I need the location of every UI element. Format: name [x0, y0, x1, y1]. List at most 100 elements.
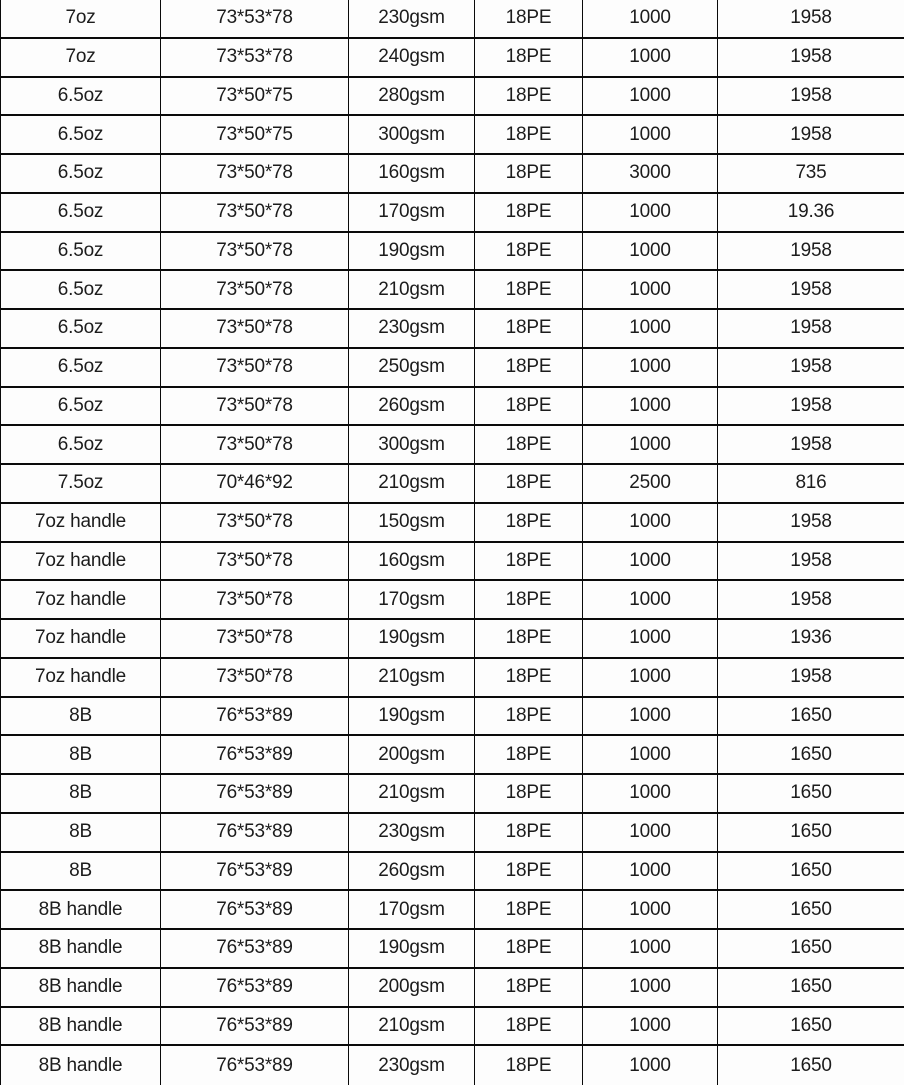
table-row: 7oz 73*53*78 240gsm 18PE 1000 1958 [1, 38, 904, 78]
table-cell: 2500 [583, 465, 718, 502]
table-row: 7oz handle 73*50*78 170gsm 18PE 1000 1958 [1, 581, 904, 620]
table-cell: 735 [795, 162, 827, 184]
table-cell: 170gsm [349, 891, 475, 928]
table-cell: 1650 [790, 937, 832, 959]
table-cell: 73*50*78 [161, 581, 349, 618]
table-cell: 18PE [475, 348, 583, 386]
table-row: 8B 76*53*89 190gsm 18PE 1000 1650 [1, 697, 904, 737]
table-cell: 240gsm [349, 38, 475, 76]
table-cell: 18PE [475, 77, 583, 115]
table-cell: 73*53*78 [161, 38, 349, 76]
table-cell: 73*50*78 [161, 193, 349, 231]
table-cell: 1000 [583, 310, 718, 347]
table-cell: 1650 [790, 704, 832, 726]
table-cell: 3000 [583, 155, 718, 192]
table-row: 6.5oz 73*50*75 300gsm 18PE 1000 1958 [1, 116, 904, 155]
table-cell: 1000 [583, 736, 718, 773]
table-cell: 1958 [790, 433, 832, 455]
table-cell: 190gsm [349, 930, 475, 967]
table-cell: 230gsm [349, 0, 475, 37]
table-cell: 73*50*78 [161, 155, 349, 192]
table-cell: 1000 [583, 1046, 718, 1085]
table-cell: 18PE [475, 581, 583, 618]
table-cell: 1000 [583, 193, 718, 231]
table-cell: 18PE [475, 852, 583, 890]
table-cell: 1000 [583, 542, 718, 580]
table-row: 7oz 73*53*78 230gsm 18PE 1000 1958 [1, 0, 904, 39]
table-cell: 8B [1, 852, 161, 890]
table-cell: 76*53*89 [161, 930, 349, 967]
table-cell: 18PE [475, 658, 583, 696]
table-cell: 1958 [790, 588, 832, 610]
table-cell: 1650 [790, 1054, 832, 1076]
table-row: 7oz handle 73*50*78 210gsm 18PE 1000 1958 [1, 658, 904, 698]
table-row: 6.5oz 73*50*78 210gsm 18PE 1000 1958 [1, 271, 904, 310]
table-row: 8B handle 76*53*89 190gsm 18PE 1000 1650 [1, 930, 904, 969]
table-row: 8B 76*53*89 200gsm 18PE 1000 1650 [1, 736, 904, 775]
table-cell: 8B [1, 697, 161, 735]
table-cell: 1958 [790, 239, 832, 261]
table-cell: 6.5oz [1, 232, 161, 270]
table-cell: 1650 [790, 821, 832, 843]
table-cell: 200gsm [349, 968, 475, 1006]
table-cell: 18PE [475, 542, 583, 580]
table-cell: 6.5oz [1, 193, 161, 231]
table-cell: 18PE [475, 310, 583, 347]
table-cell: 160gsm [349, 155, 475, 192]
table-cell: 76*53*89 [161, 697, 349, 735]
table-cell: 76*53*89 [161, 775, 349, 812]
table-cell: 1958 [790, 46, 832, 68]
table-row: 8B 76*53*89 210gsm 18PE 1000 1650 [1, 775, 904, 814]
table-cell: 18PE [475, 0, 583, 37]
table-cell: 8B [1, 813, 161, 851]
table-cell: 18PE [475, 736, 583, 773]
table-cell: 18PE [475, 426, 583, 463]
table-row: 8B handle 76*53*89 210gsm 18PE 1000 1650 [1, 1007, 904, 1047]
table-cell: 8B handle [1, 1046, 161, 1085]
table-cell: 1000 [583, 1007, 718, 1045]
table-cell: 210gsm [349, 658, 475, 696]
table-cell: 6.5oz [1, 310, 161, 347]
table-cell: 280gsm [349, 77, 475, 115]
table-cell: 6.5oz [1, 155, 161, 192]
table-cell: 6.5oz [1, 77, 161, 115]
table-cell: 1958 [790, 123, 832, 145]
table-cell: 1958 [790, 7, 832, 29]
table-cell: 250gsm [349, 348, 475, 386]
table-cell: 1958 [790, 394, 832, 416]
table-cell: 1000 [583, 348, 718, 386]
table-cell: 1650 [790, 743, 832, 765]
table-cell: 70*46*92 [161, 465, 349, 502]
table-cell: 1958 [790, 549, 832, 571]
table-cell: 8B [1, 775, 161, 812]
table-cell: 1000 [583, 852, 718, 890]
table-cell: 230gsm [349, 1046, 475, 1085]
table-row: 8B 76*53*89 260gsm 18PE 1000 1650 [1, 852, 904, 892]
table-cell: 7oz [1, 0, 161, 37]
table-cell: 1000 [583, 232, 718, 270]
table-cell: 1000 [583, 813, 718, 851]
table-cell: 76*53*89 [161, 1046, 349, 1085]
table-cell: 210gsm [349, 1007, 475, 1045]
table-cell: 230gsm [349, 310, 475, 347]
table-cell: 1000 [583, 503, 718, 541]
table-cell: 1000 [583, 77, 718, 115]
table-cell: 260gsm [349, 852, 475, 890]
table-cell: 18PE [475, 1046, 583, 1085]
table-row: 7.5oz 70*46*92 210gsm 18PE 2500 816 [1, 465, 904, 504]
table-cell: 300gsm [349, 116, 475, 153]
table-row: 6.5oz 73*50*78 250gsm 18PE 1000 1958 [1, 348, 904, 388]
table-cell: 1000 [583, 775, 718, 812]
table-cell: 1000 [583, 620, 718, 657]
table-row: 8B handle 76*53*89 200gsm 18PE 1000 1650 [1, 968, 904, 1008]
table-cell: 73*50*78 [161, 620, 349, 657]
table-cell: 76*53*89 [161, 736, 349, 773]
table-cell: 18PE [475, 503, 583, 541]
table-cell: 8B handle [1, 1007, 161, 1045]
table-cell: 1000 [583, 697, 718, 735]
table-cell: 8B handle [1, 891, 161, 928]
table-cell: 18PE [475, 1007, 583, 1045]
table-cell: 1958 [790, 84, 832, 106]
table-cell: 1958 [790, 278, 832, 300]
table-cell: 73*50*78 [161, 271, 349, 308]
